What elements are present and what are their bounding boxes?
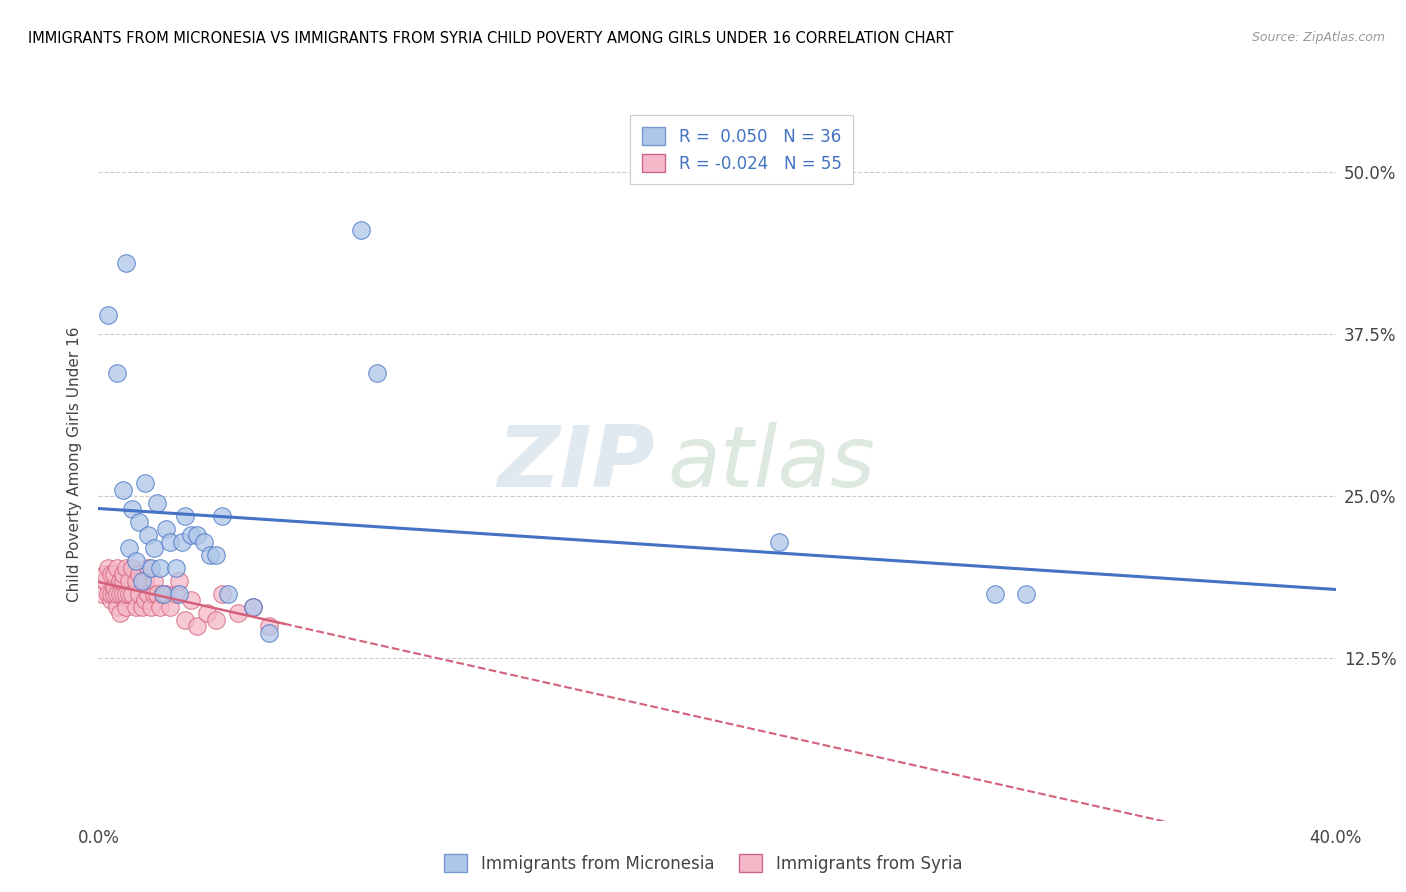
Point (108, 574, 131, 588)
Point (217, 586, 239, 600)
Point (103, 567, 125, 582)
Point (118, 541, 141, 556)
Point (118, 586, 141, 600)
Point (128, 586, 150, 600)
Point (366, 366, 388, 380)
Text: IMMIGRANTS FROM MICRONESIA VS IMMIGRANTS FROM SYRIA CHILD POVERTY AMONG GIRLS UN: IMMIGRANTS FROM MICRONESIA VS IMMIGRANTS… (28, 31, 953, 46)
Point (174, 508, 197, 523)
Point (146, 586, 169, 600)
Y-axis label: Child Poverty Among Girls Under 16: Child Poverty Among Girls Under 16 (67, 326, 83, 601)
Point (121, 502, 143, 516)
Point (186, 619, 208, 633)
Point (134, 593, 156, 607)
Point (257, 625, 280, 640)
Point (121, 560, 143, 574)
Point (159, 599, 181, 614)
Point (105, 599, 128, 614)
Point (205, 548, 228, 562)
Point (134, 574, 156, 588)
Point (136, 528, 159, 542)
Point (155, 586, 177, 600)
Legend: Immigrants from Micronesia, Immigrants from Syria: Immigrants from Micronesia, Immigrants f… (437, 847, 969, 880)
Point (124, 554, 146, 568)
Point (242, 599, 264, 614)
Point (105, 366, 128, 380)
Point (211, 508, 233, 523)
Point (90, 586, 112, 600)
Point (93, 567, 115, 582)
Point (984, 586, 1007, 600)
Point (105, 586, 128, 600)
Point (93, 574, 115, 588)
Point (167, 574, 190, 588)
Point (152, 586, 174, 600)
Point (350, 223, 373, 237)
Point (211, 586, 233, 600)
Point (193, 534, 215, 549)
Point (97, 560, 120, 574)
Point (124, 599, 146, 614)
Point (136, 586, 159, 600)
Point (768, 534, 790, 549)
Point (165, 560, 187, 574)
Point (100, 593, 122, 607)
Point (174, 613, 197, 627)
Point (97, 586, 120, 600)
Point (103, 586, 125, 600)
Point (131, 599, 153, 614)
Point (257, 619, 280, 633)
Point (149, 599, 172, 614)
Point (165, 586, 187, 600)
Point (139, 560, 162, 574)
Text: ZIP: ZIP (498, 422, 655, 506)
Point (242, 599, 264, 614)
Point (170, 534, 193, 549)
Point (112, 483, 135, 497)
Point (121, 586, 143, 600)
Point (155, 522, 177, 536)
Point (167, 586, 190, 600)
Point (112, 567, 135, 582)
Point (131, 574, 153, 588)
Point (180, 593, 202, 607)
Point (139, 599, 162, 614)
Point (108, 586, 131, 600)
Point (134, 476, 156, 491)
Point (143, 586, 166, 600)
Point (159, 534, 181, 549)
Point (205, 613, 228, 627)
Legend: R =  0.050   N = 36, R = -0.024   N = 55: R = 0.050 N = 36, R = -0.024 N = 55 (630, 115, 853, 185)
Point (186, 528, 208, 542)
Point (115, 256, 138, 270)
Text: atlas: atlas (668, 422, 876, 506)
Point (112, 574, 135, 588)
Point (149, 560, 172, 574)
Point (195, 606, 218, 620)
Point (115, 560, 138, 574)
Point (124, 574, 146, 588)
Point (198, 548, 221, 562)
Point (97, 308, 120, 322)
Point (118, 574, 141, 588)
Point (128, 515, 150, 529)
Point (1015, 586, 1038, 600)
Point (115, 599, 138, 614)
Point (146, 496, 169, 510)
Point (143, 574, 166, 588)
Point (103, 580, 125, 594)
Point (152, 586, 174, 600)
Point (100, 567, 122, 582)
Point (105, 560, 128, 574)
Point (112, 586, 135, 600)
Point (115, 586, 138, 600)
Text: Source: ZipAtlas.com: Source: ZipAtlas.com (1251, 31, 1385, 45)
Point (100, 586, 122, 600)
Point (180, 528, 202, 542)
Point (128, 567, 150, 582)
Point (143, 541, 166, 556)
Point (108, 606, 131, 620)
Point (136, 560, 159, 574)
Point (226, 606, 249, 620)
